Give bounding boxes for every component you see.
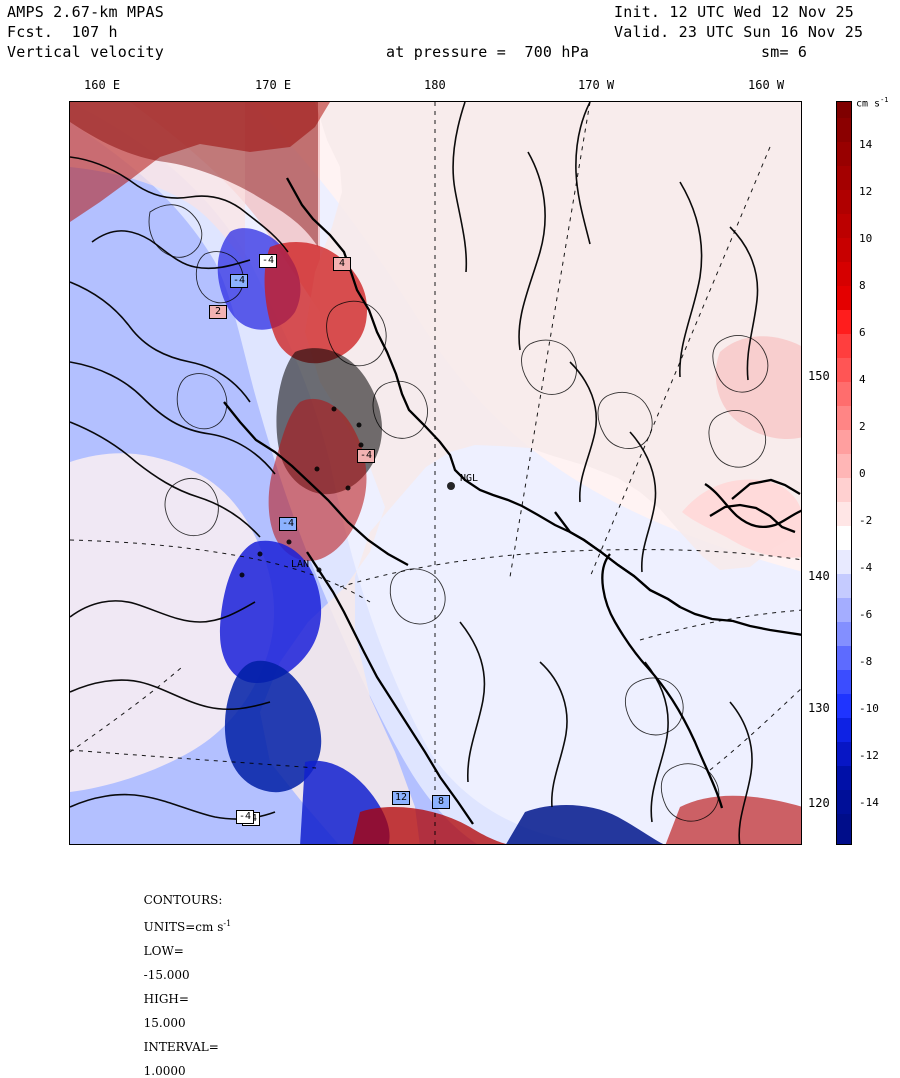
colorbar-tick-10: 10 <box>859 232 873 245</box>
map-marker-9: 8 <box>432 795 450 809</box>
units-label: UNITS=cm s <box>143 920 224 934</box>
colorbar-tick-2: 2 <box>859 420 866 433</box>
colorbar-tick-neg-10: -10 <box>859 702 879 715</box>
interval-value: 1.0000 <box>143 1064 186 1078</box>
colorbar-tick-neg-2: -2 <box>859 514 873 527</box>
low-label: LOW= <box>143 944 184 958</box>
map-marker-2: -4 <box>230 274 248 288</box>
units-superscript: -1 <box>223 919 232 928</box>
high-label: HIGH= <box>143 992 189 1006</box>
station-label-ngl: NGL <box>460 473 479 484</box>
colorbar-graphic <box>837 102 851 844</box>
longitude-label-170e: 170 E <box>255 78 292 92</box>
map-marker-4: 4 <box>333 257 351 271</box>
map-marker-5: -4 <box>357 449 375 463</box>
map-canvas <box>70 102 801 844</box>
colorbar-tick-14: 14 <box>859 138 873 151</box>
longitude-label-160e: 160 E <box>84 78 121 92</box>
longitude-label-180: 180 <box>424 78 446 92</box>
colorbar-tick-6: 6 <box>859 326 866 339</box>
colorbar <box>836 101 852 845</box>
interval-label: INTERVAL= <box>143 1040 219 1054</box>
contours-label: CONTOURS: <box>143 893 223 907</box>
title-pressure: at pressure = 700 hPa <box>386 43 590 61</box>
colorbar-tick-neg-6: -6 <box>859 608 873 621</box>
longitude-label-160w: 160 W <box>748 78 785 92</box>
station-label-lan: LAN <box>291 559 310 570</box>
title-variable: Vertical velocity <box>7 43 164 61</box>
map-marker-1: -4 <box>259 254 277 268</box>
colorbar-tick-4: 4 <box>859 373 866 386</box>
colorbar-tick-neg-4: -4 <box>859 561 873 574</box>
title-smoothing: sm= 6 <box>761 43 808 61</box>
map-marker-3: 2 <box>209 305 227 319</box>
colorbar-tick-neg-14: -14 <box>859 796 879 809</box>
title-valid: Valid. 23 UTC Sun 16 Nov 25 <box>614 23 864 41</box>
contour-legend: CONTOURS: UNITS=cm s-1 LOW= -15.000 HIGH… <box>136 882 232 1078</box>
map-marker-10: -4 <box>236 810 254 824</box>
map-marker-8: 12 <box>392 791 410 805</box>
colorbar-tick-8: 8 <box>859 279 866 292</box>
colorbar-tick-0: 0 <box>859 467 866 480</box>
longitude-label-170w: 170 W <box>578 78 615 92</box>
map-marker-7: -4 <box>279 517 297 531</box>
colorbar-tick-neg-12: -12 <box>859 749 879 762</box>
colorbar-unit: cm s-1 <box>856 96 889 110</box>
title-model: AMPS 2.67-km MPAS <box>7 3 164 21</box>
vertical-velocity-map: NGL LAN -4 -4 2 4 -4 -4 -4 12 8 -4 <box>69 101 802 845</box>
colorbar-tick-12: 12 <box>859 185 873 198</box>
colorbar-tick-neg-8: -8 <box>859 655 873 668</box>
title-init: Init. 12 UTC Wed 12 Nov 25 <box>614 3 854 21</box>
title-forecast: Fcst. 107 h <box>7 23 118 41</box>
